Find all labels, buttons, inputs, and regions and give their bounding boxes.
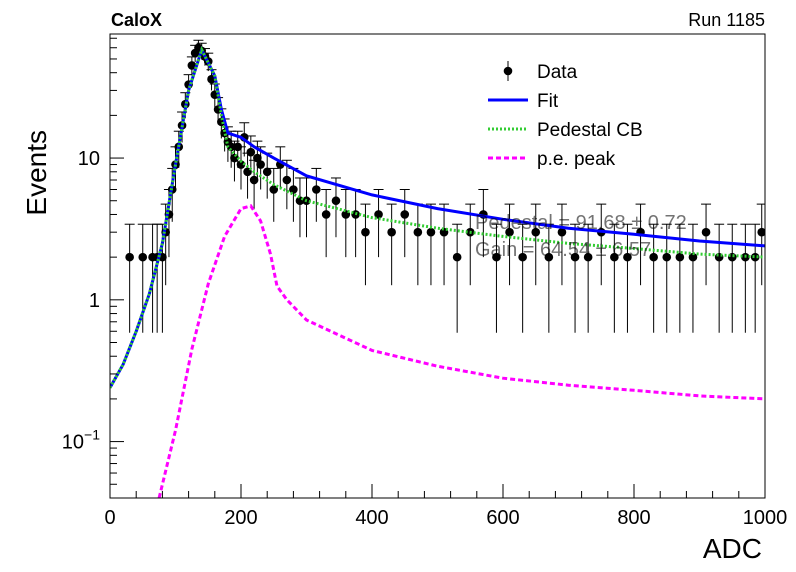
data-point	[662, 252, 672, 262]
legend-data-marker	[503, 66, 513, 76]
data-point	[400, 210, 410, 219]
x-tick-label: 400	[355, 507, 388, 529]
data-point	[262, 167, 272, 177]
legend-label: Pedestal CB	[537, 120, 643, 141]
data-point	[269, 185, 279, 194]
data-point	[557, 227, 567, 237]
data-point	[688, 252, 698, 262]
data-point	[757, 227, 765, 237]
data-point	[187, 61, 197, 70]
data-point	[583, 252, 593, 262]
data-point	[505, 227, 514, 237]
data-point	[750, 252, 760, 262]
x-tick-label: 800	[617, 507, 650, 529]
pe-peak-line	[157, 204, 765, 498]
data-point	[518, 252, 527, 262]
header-right-label: Run 1185	[688, 10, 765, 30]
data-point	[649, 252, 658, 262]
y-tick-label: 10−1	[62, 427, 100, 454]
x-tick-label: 1000	[743, 507, 788, 529]
data-point	[426, 227, 436, 237]
x-tick-label: 0	[104, 507, 115, 529]
x-axis-label: ADC	[703, 533, 762, 564]
data-point	[675, 252, 685, 262]
data-point	[361, 227, 370, 237]
legend-label: p.e. peak	[537, 149, 616, 170]
y-axis-label: Events	[21, 130, 52, 216]
data-point	[246, 147, 256, 157]
legend: Data Fit Pedestal CB p.e. peak	[488, 61, 643, 170]
y-tick-base: 10	[62, 432, 84, 454]
fit-annotation: Gain = 64.54 ± 6.57	[475, 239, 651, 261]
legend-label: Data	[537, 62, 578, 83]
pedestal-cb-line	[110, 45, 765, 389]
data-point	[610, 252, 619, 262]
annotations: Pedestal = 91.68 ± 0.72 Gain = 64.54 ± 6.…	[475, 212, 687, 261]
data-point	[236, 160, 246, 169]
data-point	[256, 160, 265, 169]
data-point	[492, 252, 501, 262]
data-point	[282, 175, 292, 185]
data-point	[331, 196, 341, 206]
data-point	[544, 252, 554, 262]
data-point	[321, 210, 331, 219]
data-point	[531, 227, 541, 237]
x-tick-label: 600	[486, 507, 519, 529]
data-point	[623, 252, 632, 262]
data-point	[570, 252, 580, 262]
data-point	[289, 185, 298, 194]
y-tick-exponent: −1	[84, 427, 100, 443]
data-point	[452, 252, 462, 262]
data-point	[249, 175, 259, 185]
y-tick-label: 10	[78, 148, 100, 170]
data-point	[125, 252, 134, 262]
data-point	[253, 153, 262, 163]
data-point	[701, 227, 711, 237]
plot-frame	[109, 33, 766, 499]
y-tick-label: 1	[89, 290, 100, 312]
data-point	[374, 210, 383, 219]
header-left-label: CaloX	[111, 10, 162, 30]
data-point	[413, 227, 423, 237]
data-point	[312, 185, 321, 194]
data-point	[387, 227, 396, 237]
data-point	[226, 142, 236, 152]
data-point	[138, 252, 148, 262]
fit-annotation: Pedestal = 91.68 ± 0.72	[475, 212, 687, 234]
series-layer	[110, 39, 765, 498]
legend-label: Fit	[537, 91, 559, 112]
x-tick-label: 200	[224, 507, 257, 529]
series-clip-group	[110, 39, 765, 498]
